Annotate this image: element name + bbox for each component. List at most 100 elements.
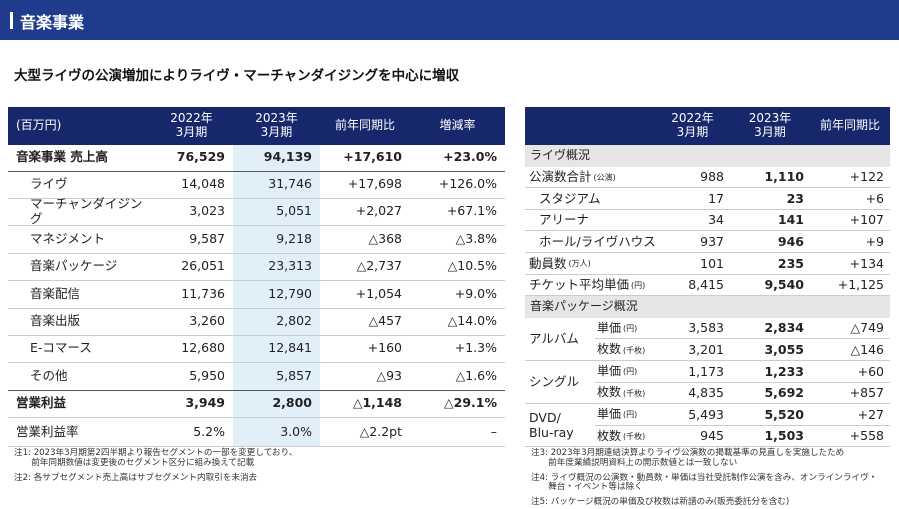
left-cell: 営業利益率 bbox=[16, 424, 79, 440]
highlight-column bbox=[233, 145, 320, 447]
left-cell: 5,051 bbox=[276, 203, 312, 219]
right-value: 235 bbox=[777, 255, 804, 271]
left-cell: ライヴ bbox=[30, 176, 68, 192]
row-line bbox=[8, 225, 505, 226]
group-label: シングル bbox=[529, 374, 580, 390]
left-cell: 3,949 bbox=[185, 395, 225, 411]
right-value: 101 bbox=[700, 255, 724, 271]
right-label: チケット平均単価 (円) bbox=[525, 275, 655, 297]
right-value: 945 bbox=[700, 428, 724, 444]
right-label: スタジアム bbox=[525, 188, 655, 210]
left-cell: +2,027 bbox=[355, 203, 402, 219]
left-cell: 31,746 bbox=[268, 176, 312, 192]
left-cell: +23.0% bbox=[443, 149, 497, 165]
row-line bbox=[8, 198, 505, 199]
left-cell: 9,218 bbox=[276, 231, 312, 247]
left-cell: マネジメント bbox=[30, 231, 106, 247]
left-cell: 26,051 bbox=[181, 258, 225, 274]
right-label: ホール/ライヴハウス bbox=[525, 231, 656, 253]
left-cell: +17,698 bbox=[347, 176, 402, 192]
left-cell: +160 bbox=[367, 340, 402, 356]
unit: (円) bbox=[623, 410, 638, 420]
left-cell: +17,610 bbox=[343, 149, 402, 165]
row-line bbox=[8, 308, 505, 309]
left-header-cell: (百万円) bbox=[16, 118, 62, 133]
section-bg bbox=[525, 145, 890, 167]
note: 注5: パッケージ概況の単価及び枚数は新譜のみ(販売委託分を含む) bbox=[531, 497, 790, 508]
right-value: +122 bbox=[849, 169, 884, 185]
group-label: DVD/ Blu-ray bbox=[529, 410, 574, 440]
left-cell: +67.1% bbox=[446, 203, 497, 219]
left-cell: △29.1% bbox=[444, 395, 497, 411]
left-cell: △10.5% bbox=[447, 258, 497, 274]
left-cell: 音楽事業 売上高 bbox=[16, 149, 108, 165]
left-cell: 9,587 bbox=[189, 231, 225, 247]
right-header-bg bbox=[525, 107, 890, 145]
row-line bbox=[595, 381, 890, 383]
right-label: 公演数合計 (公演) bbox=[525, 167, 655, 189]
right-value: 1,110 bbox=[764, 169, 804, 185]
header-marker bbox=[10, 12, 13, 29]
label-text: チケット平均単価 bbox=[529, 277, 630, 293]
left-cell: +126.0% bbox=[438, 176, 497, 192]
left-cell: 94,139 bbox=[263, 149, 312, 165]
left-cell: 14,048 bbox=[181, 176, 225, 192]
left-cell: △457 bbox=[368, 313, 402, 329]
row-line bbox=[525, 446, 890, 448]
left-cell: △368 bbox=[368, 231, 402, 247]
header-title: 音楽事業 bbox=[20, 13, 85, 32]
right-value: 937 bbox=[700, 234, 724, 249]
left-cell: △3.8% bbox=[455, 231, 497, 247]
label-text: 単価 bbox=[597, 407, 622, 422]
right-value: 9,540 bbox=[764, 277, 804, 293]
label-text: 枚数 bbox=[597, 428, 622, 443]
left-cell: 76,529 bbox=[176, 149, 225, 165]
right-header-cell: 2022年 3月期 bbox=[671, 111, 714, 139]
left-cell: マーチャンダイジング bbox=[30, 196, 143, 226]
right-label: 動員数 (万人) bbox=[525, 253, 655, 275]
left-cell: 5,857 bbox=[276, 368, 312, 384]
unit: (公演) bbox=[593, 172, 616, 182]
right-header-cell: 2023年 3月期 bbox=[748, 111, 792, 139]
left-cell: 12,680 bbox=[181, 340, 225, 356]
right-value: 2,834 bbox=[764, 320, 804, 336]
right-value: +558 bbox=[849, 428, 884, 444]
right-sublabel: 単価 (円) bbox=[597, 361, 657, 383]
left-cell: – bbox=[490, 424, 497, 440]
row-line bbox=[8, 280, 505, 281]
row-line bbox=[8, 171, 505, 172]
right-value: 5,692 bbox=[764, 385, 804, 401]
label-text: ホール/ライヴハウス bbox=[539, 234, 656, 249]
left-cell: △2,737 bbox=[356, 258, 402, 274]
right-value: +857 bbox=[849, 385, 884, 401]
left-cell: △93 bbox=[376, 368, 402, 384]
left-header-cell: 増減率 bbox=[439, 118, 476, 133]
left-cell: 12,790 bbox=[268, 286, 312, 302]
left-header-bg bbox=[8, 107, 505, 145]
left-cell: △14.0% bbox=[447, 313, 497, 329]
right-value: +9 bbox=[865, 234, 884, 249]
left-cell: 5.2% bbox=[193, 424, 225, 440]
left-header-cell: 2022年 3月期 bbox=[170, 111, 213, 139]
label-text: 枚数 bbox=[597, 385, 622, 400]
row-line bbox=[8, 362, 505, 363]
label-text: 公演数合計 bbox=[529, 169, 592, 185]
right-value: △749 bbox=[850, 320, 884, 336]
row-line bbox=[8, 446, 505, 447]
right-value: 23 bbox=[786, 190, 804, 206]
right-value: 4,835 bbox=[688, 385, 724, 401]
unit: (万人) bbox=[568, 259, 591, 269]
right-value: 5,520 bbox=[764, 406, 804, 422]
right-header-cell: 前年同期比 bbox=[819, 118, 880, 133]
note: 注3: 2023年3月期連結決算よりライヴ公演数の掲載基準の見直しを実施したため… bbox=[531, 448, 845, 468]
unit: (千枚) bbox=[623, 388, 646, 398]
section-bg bbox=[525, 296, 890, 318]
left-cell: +1,054 bbox=[355, 286, 402, 302]
right-value: 946 bbox=[777, 234, 804, 249]
row-line bbox=[525, 230, 890, 232]
left-cell: 12,841 bbox=[268, 340, 312, 356]
unit: (千枚) bbox=[623, 345, 646, 355]
right-value: 1,503 bbox=[764, 428, 804, 444]
row-line bbox=[525, 252, 890, 253]
right-value: 1,233 bbox=[764, 363, 804, 379]
